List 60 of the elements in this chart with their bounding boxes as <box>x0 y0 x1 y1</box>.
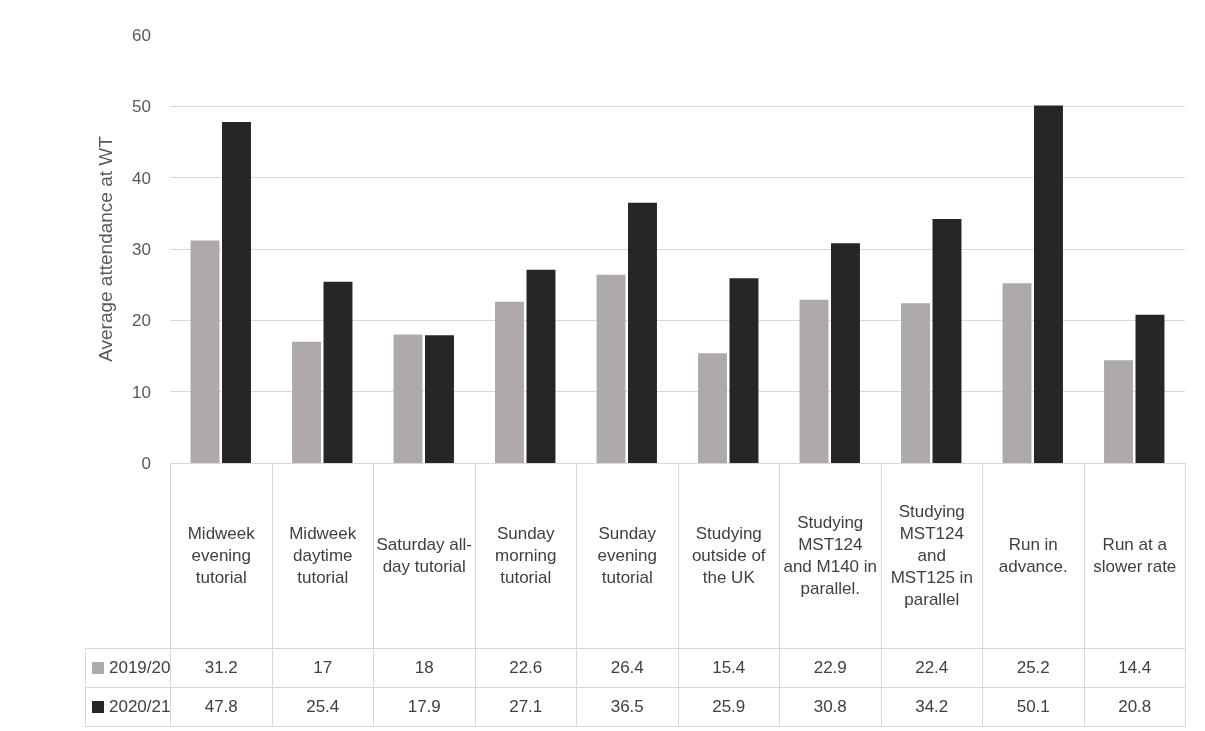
data-label: 22.9 <box>779 648 882 688</box>
bar <box>1034 105 1063 463</box>
x-tick-label: Studying MST124 and M140 in parallel. <box>779 463 882 649</box>
bar <box>596 274 626 463</box>
x-tick-label: Run in advance. <box>982 463 1085 649</box>
data-label: 17 <box>271 648 374 688</box>
y-tick-label: 20 <box>132 311 151 331</box>
legend-label: 2019/20 <box>109 656 171 679</box>
x-tick-label: Saturday all-day tutorial <box>373 463 476 649</box>
data-label: 27.1 <box>474 687 577 727</box>
bar <box>932 219 962 463</box>
bar <box>1135 314 1165 463</box>
data-label: 25.4 <box>271 687 374 727</box>
bar <box>729 278 759 463</box>
data-label: 30.8 <box>779 687 882 727</box>
y-tick-label: 40 <box>132 168 151 188</box>
data-label: 36.5 <box>576 687 679 727</box>
y-tick-label: 10 <box>132 382 151 402</box>
y-tick-label: 60 <box>132 25 151 45</box>
bar <box>698 353 727 463</box>
bar <box>190 240 220 463</box>
bar <box>901 303 930 463</box>
data-label: 25.9 <box>677 687 780 727</box>
bar <box>526 269 556 463</box>
data-label: 34.2 <box>880 687 983 727</box>
y-tick-label: 50 <box>132 97 151 117</box>
data-label: 18 <box>373 648 476 688</box>
data-label: 15.4 <box>677 648 780 688</box>
data-label: 25.2 <box>982 648 1085 688</box>
x-tick-label: Studying outside of the UK <box>677 463 780 649</box>
bar <box>222 122 251 463</box>
data-label: 31.2 <box>170 648 273 688</box>
bar <box>495 301 524 463</box>
x-tick-label: Run at a slower rate <box>1083 463 1186 649</box>
legend-label: 2020/21 <box>109 695 171 718</box>
data-label: 26.4 <box>576 648 679 688</box>
bar <box>831 243 860 463</box>
data-label: 22.6 <box>474 648 577 688</box>
data-label: 22.4 <box>880 648 983 688</box>
bar <box>1104 360 1133 463</box>
bar <box>393 334 423 463</box>
bar <box>425 335 454 463</box>
x-tick-label: Studying MST124 and MST125 in parallel <box>880 463 983 649</box>
x-tick-label: Sunday evening tutorial <box>576 463 679 649</box>
bar <box>628 202 657 463</box>
y-tick-label: 0 <box>141 453 151 473</box>
y-axis-title: Average attendance at WT <box>94 135 116 362</box>
data-label: 17.9 <box>373 687 476 727</box>
data-label: 47.8 <box>170 687 273 727</box>
y-tick-label: 30 <box>132 239 151 259</box>
bar <box>292 341 321 463</box>
data-label: 14.4 <box>1083 648 1186 688</box>
data-label: 20.8 <box>1083 687 1186 727</box>
bar <box>323 281 353 463</box>
bar <box>799 299 829 463</box>
x-tick-label: Midweek evening tutorial <box>170 463 273 649</box>
bar <box>1002 283 1032 463</box>
x-tick-label: Midweek daytime tutorial <box>271 463 374 649</box>
x-tick-label: Sunday morning tutorial <box>474 463 577 649</box>
data-label: 50.1 <box>982 687 1085 727</box>
